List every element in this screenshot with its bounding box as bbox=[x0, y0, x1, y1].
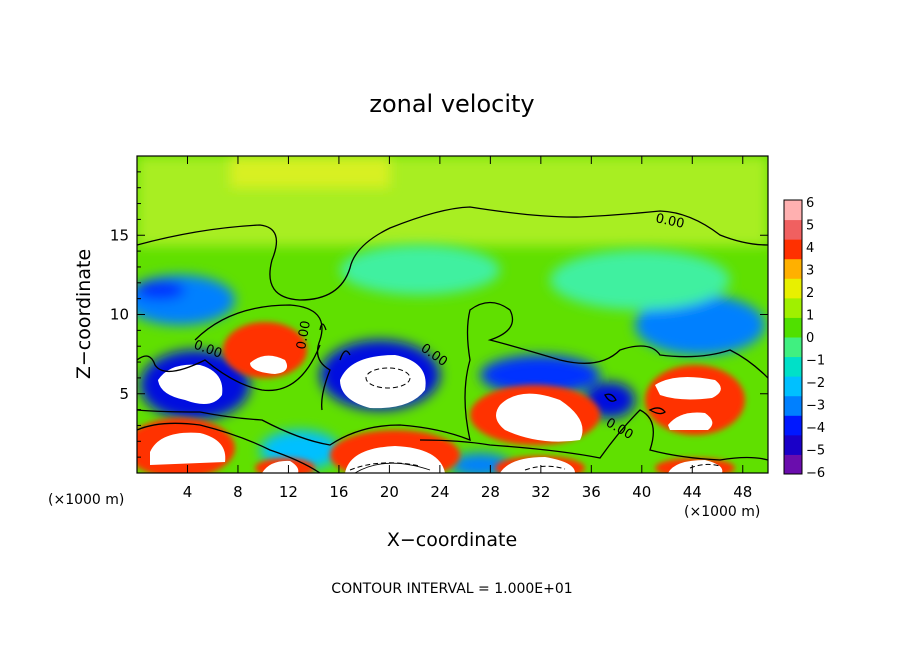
colorbar-tick-label: 5 bbox=[806, 219, 814, 234]
x-tick-label: 8 bbox=[233, 483, 243, 501]
contour-label: 0.00 bbox=[294, 320, 314, 351]
x-tick-label: 4 bbox=[183, 483, 193, 501]
x-unit-right: (×1000 m) bbox=[684, 504, 760, 520]
colorbar-tick-label: −3 bbox=[806, 399, 825, 414]
colorbar-swatch bbox=[784, 395, 802, 416]
colorbar-swatch bbox=[784, 278, 802, 299]
colorbar-swatch bbox=[784, 258, 802, 279]
plot-area bbox=[137, 156, 768, 473]
colorbar-swatch bbox=[784, 415, 802, 436]
colorbar-swatch bbox=[784, 200, 802, 221]
colorbar-tick-label: 6 bbox=[806, 196, 814, 211]
colorbar-tick-label: 0 bbox=[806, 331, 814, 346]
colorbar-tick-label: 3 bbox=[806, 264, 814, 279]
colorbar-swatch bbox=[784, 219, 802, 240]
colorbar-tick-label: 1 bbox=[806, 309, 814, 324]
colorbar-tick-label: −4 bbox=[806, 421, 825, 436]
colorbar-frame bbox=[783, 199, 803, 475]
x-tick-label: 40 bbox=[632, 483, 651, 501]
colorbar-tick-label: 2 bbox=[806, 286, 814, 301]
x-tick-label: 48 bbox=[733, 483, 752, 501]
x-tick-label: 44 bbox=[683, 483, 702, 501]
x-tick-label: 24 bbox=[430, 483, 449, 501]
colorbar-tick-label: −1 bbox=[806, 354, 825, 369]
x-axis-label: X−coordinate bbox=[387, 529, 517, 551]
y-axis-label: Z−coordinate bbox=[73, 249, 95, 379]
thin-contours bbox=[354, 462, 431, 473]
saturated-cores bbox=[150, 355, 723, 473]
x-axis: 4 8 12 16 20 24 28 32 36 40 44 48 bbox=[183, 156, 752, 501]
y-tick-label: 15 bbox=[110, 226, 129, 244]
x-tick-label: 12 bbox=[279, 483, 298, 501]
colorbar-tick-label: −6 bbox=[806, 466, 825, 481]
colorbar-swatch bbox=[784, 454, 802, 475]
contour-interval-note: CONTOUR INTERVAL = 1.000E+01 bbox=[331, 581, 572, 597]
colorbar-swatch bbox=[784, 317, 802, 338]
colorbar-swatch bbox=[784, 376, 802, 397]
chart-title: zonal velocity bbox=[369, 90, 534, 118]
y-tick-label: 5 bbox=[119, 385, 129, 403]
colorbar-tick-label: 4 bbox=[806, 241, 814, 256]
colorbar-tick-label: −2 bbox=[806, 376, 825, 391]
y-axis: 5 10 15 bbox=[110, 171, 768, 458]
zero-contours bbox=[137, 206, 768, 473]
colorbar-swatch bbox=[784, 434, 802, 455]
colorbar-swatch bbox=[784, 297, 802, 318]
colorbar-tick-label: −5 bbox=[806, 444, 825, 459]
contour-label: 0.00 bbox=[654, 211, 685, 232]
upper-yellow-patch bbox=[230, 158, 390, 188]
y-tick-label: 10 bbox=[110, 306, 129, 324]
x-tick-label: 20 bbox=[380, 483, 399, 501]
x-tick-label: 16 bbox=[329, 483, 348, 501]
x-tick-label: 28 bbox=[481, 483, 500, 501]
colorbar-swatch bbox=[784, 337, 802, 358]
colorbar-swatch bbox=[784, 239, 802, 260]
colorbar-swatch bbox=[784, 356, 802, 377]
x-unit-left: (×1000 m) bbox=[48, 492, 124, 508]
colorbar: 6 5 4 3 2 1 0 −1 −2 −3 −4 −5 −6 bbox=[783, 196, 825, 481]
x-tick-label: 32 bbox=[531, 483, 550, 501]
x-tick-label: 36 bbox=[582, 483, 601, 501]
